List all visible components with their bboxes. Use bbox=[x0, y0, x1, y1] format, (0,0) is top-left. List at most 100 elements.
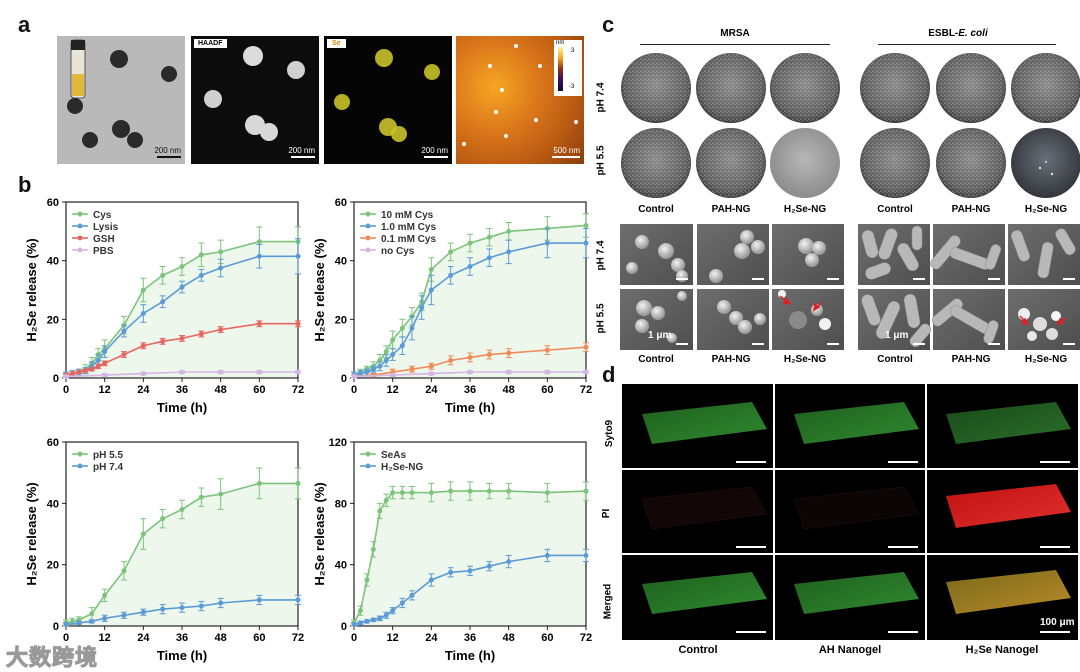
data-point bbox=[544, 347, 550, 353]
x-tick-label: 60 bbox=[541, 632, 553, 644]
data-point bbox=[198, 331, 204, 337]
data-point bbox=[179, 605, 185, 611]
data-point bbox=[89, 366, 95, 372]
dish-label: Control bbox=[638, 204, 674, 215]
sem-scale-label-ecoli: 1 μm bbox=[885, 330, 909, 341]
y-tick-label: 20 bbox=[47, 560, 59, 572]
x-tick-label: 72 bbox=[292, 632, 304, 644]
d-col-label-control: Control bbox=[678, 644, 718, 656]
data-point bbox=[140, 287, 146, 293]
grid-lines bbox=[622, 384, 1078, 640]
d-row-label-syto9: Syto9 bbox=[604, 419, 616, 448]
data-point bbox=[486, 255, 492, 261]
data-point bbox=[69, 618, 75, 624]
confocal-images bbox=[622, 384, 1078, 640]
afm-image: nm 3 -3 500 nm bbox=[456, 36, 584, 164]
data-point bbox=[399, 343, 405, 349]
afm-particle bbox=[504, 134, 508, 138]
data-point bbox=[370, 617, 376, 623]
biofilm-syto9-control bbox=[642, 402, 767, 444]
x-tick-label: 72 bbox=[580, 632, 592, 644]
d-row-label-pi: PI bbox=[601, 508, 613, 519]
nanogel-particle bbox=[161, 66, 177, 82]
dish-colonies bbox=[1012, 54, 1080, 122]
y-tick-label: 40 bbox=[47, 256, 59, 268]
y-tick-label: 120 bbox=[329, 437, 347, 449]
biofilm-syto9-h2se bbox=[946, 402, 1071, 444]
x-tick-label: 36 bbox=[176, 384, 188, 396]
legend-marker bbox=[77, 451, 83, 457]
dish-colonies bbox=[697, 54, 765, 122]
d-col-label-ah: AH Nanogel bbox=[818, 644, 882, 656]
y-axis-label: H₂Se release (%) bbox=[24, 238, 39, 341]
data-point bbox=[256, 239, 262, 245]
data-point bbox=[63, 621, 69, 627]
legend-marker bbox=[365, 451, 371, 457]
data-point bbox=[506, 369, 512, 375]
data-point bbox=[76, 620, 82, 626]
x-tick-label: 36 bbox=[464, 384, 476, 396]
area-fill bbox=[66, 483, 298, 626]
se-particle bbox=[334, 94, 350, 110]
panel-label-b: b bbox=[18, 172, 32, 197]
data-point bbox=[357, 371, 363, 377]
legend-label: pH 5.5 bbox=[93, 450, 123, 461]
legend-label: 1.0 mM Cys bbox=[381, 222, 436, 233]
sem-mrsa-pah-ph74 bbox=[697, 224, 769, 285]
sem-images bbox=[620, 224, 1080, 350]
dish-colonies bbox=[937, 54, 1005, 122]
data-point bbox=[419, 305, 425, 311]
legend-label: 10 mM Cys bbox=[381, 210, 434, 221]
data-point bbox=[364, 369, 370, 375]
colony-dot bbox=[1045, 161, 1047, 163]
data-point bbox=[218, 327, 224, 333]
sem-label: PAH-NG bbox=[951, 354, 991, 365]
data-point bbox=[160, 516, 166, 522]
dish-colonies bbox=[937, 129, 1005, 197]
data-point bbox=[583, 488, 589, 494]
data-point bbox=[390, 337, 396, 343]
data-point bbox=[160, 606, 166, 612]
data-point bbox=[506, 559, 512, 565]
x-tick-label: 72 bbox=[580, 384, 592, 396]
legend-label: Cys bbox=[93, 210, 112, 221]
data-point bbox=[583, 240, 589, 246]
area-fill bbox=[354, 491, 586, 626]
data-point bbox=[69, 371, 75, 377]
biofilm-pi-control bbox=[641, 486, 768, 530]
x-tick-label: 48 bbox=[215, 384, 227, 396]
data-point bbox=[467, 264, 473, 270]
colony-dot bbox=[1038, 166, 1042, 170]
data-point bbox=[140, 310, 146, 316]
x-tick-label: 60 bbox=[541, 384, 553, 396]
y-tick-label: 60 bbox=[335, 197, 347, 209]
afm-particle bbox=[462, 142, 466, 146]
haadf-label: HAADF bbox=[194, 39, 227, 48]
x-tick-label: 0 bbox=[351, 632, 357, 644]
data-point bbox=[544, 490, 550, 496]
data-point bbox=[428, 577, 434, 583]
y-axis-label: H₂Se release (%) bbox=[312, 238, 327, 341]
group-mrsa-label: MRSA bbox=[720, 28, 750, 39]
data-point bbox=[399, 490, 405, 496]
afm-particle bbox=[538, 64, 542, 68]
y-tick-label: 0 bbox=[53, 373, 59, 385]
data-point bbox=[467, 488, 473, 494]
data-point bbox=[390, 352, 396, 358]
y-tick-label: 20 bbox=[47, 314, 59, 326]
data-point bbox=[428, 287, 434, 293]
x-axis-label: Time (h) bbox=[445, 648, 495, 663]
haadf-particles bbox=[204, 46, 315, 158]
data-point bbox=[357, 608, 363, 614]
data-point bbox=[140, 609, 146, 615]
data-point bbox=[89, 618, 95, 624]
afm-particle bbox=[494, 110, 498, 114]
dish-label: H₂Se-NG bbox=[1024, 204, 1068, 215]
sem-row-label-ph55: pH 5.5 bbox=[595, 303, 607, 334]
x-tick-label: 12 bbox=[387, 384, 399, 396]
data-point bbox=[179, 264, 185, 270]
sem-label: Control bbox=[638, 354, 674, 365]
data-point bbox=[409, 325, 415, 331]
y-tick-label: 80 bbox=[335, 498, 347, 510]
data-point bbox=[383, 349, 389, 355]
